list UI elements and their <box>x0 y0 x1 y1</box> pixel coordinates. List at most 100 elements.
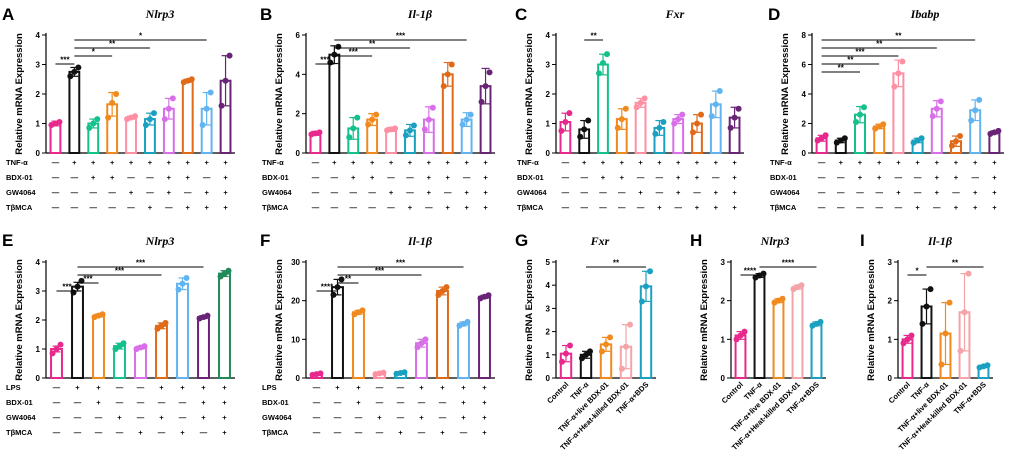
data-point <box>422 336 429 343</box>
condition-sign: + <box>440 383 445 392</box>
significance-label: *** <box>855 48 865 57</box>
data-point <box>968 117 975 124</box>
data-point <box>965 270 972 277</box>
condition-sign: + <box>714 188 719 197</box>
data-point <box>953 138 959 145</box>
bar <box>328 53 341 155</box>
condition-sign: — <box>376 428 384 437</box>
condition-sign: — <box>355 428 363 437</box>
condition-sign: — <box>914 188 922 197</box>
data-point <box>961 309 968 316</box>
condition-sign: — <box>818 188 826 197</box>
condition-sign: + <box>370 173 375 182</box>
condition-sign: + <box>96 383 101 392</box>
data-point <box>841 135 848 142</box>
bar <box>49 122 62 154</box>
condition-sign: + <box>377 413 382 422</box>
y-tick-label: 1 <box>721 335 726 344</box>
condition-sign: + <box>419 383 424 392</box>
data-point <box>440 83 447 90</box>
chart-title: Ibabp <box>910 7 940 21</box>
condition-sign: — <box>712 173 720 182</box>
y-tick-label: 4 <box>546 281 551 290</box>
significance-label: ** <box>847 56 854 65</box>
data-point <box>435 291 442 298</box>
data-point <box>900 340 907 347</box>
condition-sign: + <box>601 173 606 182</box>
condition-sign: + <box>446 158 451 167</box>
condition-sign: + <box>732 203 737 212</box>
condition-sign: — <box>376 398 384 407</box>
y-axis-title: Relative mRNA Expression <box>524 33 535 155</box>
condition-row-label: TNF-α <box>517 158 539 167</box>
condition-row-label: TβMCA <box>6 428 33 437</box>
condition-sign: + <box>389 188 394 197</box>
data-point <box>690 129 696 136</box>
condition-sign: + <box>91 158 96 167</box>
data-point <box>226 52 233 59</box>
y-tick-label: 1 <box>36 120 41 129</box>
condition-sign: + <box>935 173 940 182</box>
data-point <box>957 347 964 354</box>
condition-sign: — <box>562 188 570 197</box>
significance-label: *** <box>115 267 125 276</box>
data-point <box>204 312 211 319</box>
condition-sign: + <box>935 158 940 167</box>
condition-sign: + <box>180 383 185 392</box>
condition-sign: — <box>425 203 433 212</box>
significance-label: *** <box>60 56 70 65</box>
condition-sign: — <box>71 188 79 197</box>
condition-sign: + <box>351 158 356 167</box>
data-point <box>218 102 225 109</box>
data-point <box>918 135 925 142</box>
bar <box>181 79 194 154</box>
condition-sign: — <box>158 398 166 407</box>
condition-sign: — <box>200 428 208 437</box>
significance-label: ** <box>369 40 376 49</box>
condition-sign: — <box>599 203 607 212</box>
condition-sign: + <box>482 428 487 437</box>
condition-sign: — <box>406 188 414 197</box>
condition-sign: + <box>335 383 340 392</box>
significance-label: *** <box>396 32 406 41</box>
bar <box>331 286 344 379</box>
condition-sign: + <box>973 188 978 197</box>
data-point <box>478 98 485 105</box>
data-point <box>179 280 186 287</box>
condition-sign: + <box>201 383 206 392</box>
y-tick-label: 20 <box>291 297 300 306</box>
condition-sign: + <box>427 158 432 167</box>
condition-sign: + <box>935 188 940 197</box>
y-tick-label: 0 <box>546 149 551 158</box>
condition-sign: — <box>165 203 173 212</box>
panel-e: E Nlrp3 0 1 2 3 4 Relative mRNA Expression *** **… <box>2 231 235 437</box>
chart-title: Il-1β <box>407 234 433 248</box>
data-point <box>359 307 366 314</box>
condition-sign: + <box>464 158 469 167</box>
data-point <box>86 124 93 131</box>
bar <box>810 322 823 380</box>
data-point <box>467 111 474 118</box>
panel-label: C <box>515 5 527 24</box>
significance-label: ** <box>895 32 902 41</box>
condition-sign: — <box>146 188 154 197</box>
data-point <box>338 276 345 283</box>
y-axis-title: Relative mRNA Expression <box>780 33 791 155</box>
data-point <box>604 51 610 58</box>
condition-sign: + <box>222 428 227 437</box>
data-point <box>165 105 172 112</box>
condition-sign: + <box>482 413 487 422</box>
condition-sign: — <box>312 188 320 197</box>
condition-sign: — <box>656 188 664 197</box>
condition-sign: — <box>693 188 701 197</box>
condition-sign: + <box>992 158 997 167</box>
data-point <box>619 365 625 372</box>
data-point <box>708 113 715 120</box>
condition-sign: — <box>856 188 864 197</box>
condition-sign: + <box>186 173 191 182</box>
chart-title: Fxr <box>665 7 685 21</box>
data-point <box>949 142 955 149</box>
condition-sign: + <box>356 383 361 392</box>
data-point <box>199 121 206 128</box>
